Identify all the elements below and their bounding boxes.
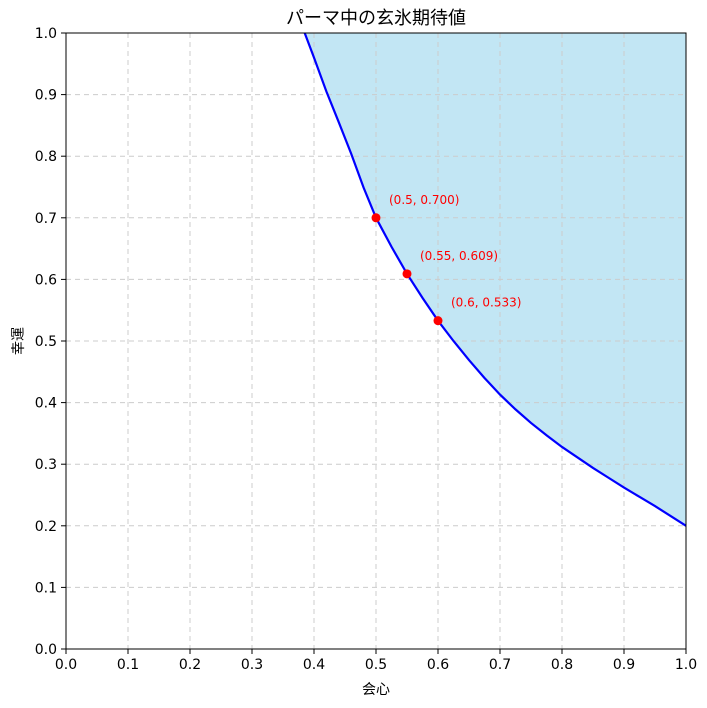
marked-point-label: (0.5, 0.700) <box>389 193 459 207</box>
x-tick-label: 0.9 <box>613 657 635 673</box>
marked-point-label: (0.55, 0.609) <box>420 249 498 263</box>
x-tick-label: 0.3 <box>241 657 263 673</box>
marked-point-label: (0.6, 0.533) <box>451 296 521 310</box>
marked-point <box>433 316 443 326</box>
x-tick-label: 0.7 <box>489 657 511 673</box>
x-tick-label: 0.1 <box>117 657 139 673</box>
y-tick-label: 0.6 <box>35 272 57 288</box>
x-tick-label: 0.6 <box>427 657 449 673</box>
threshold-curve-layer <box>303 32 687 527</box>
x-tick-label: 0.2 <box>179 657 201 673</box>
y-tick-label: 0.3 <box>35 457 57 473</box>
x-axis-label: 会心 <box>362 682 390 698</box>
marked-point <box>402 269 412 279</box>
y-tick-label: 1.0 <box>35 26 57 42</box>
y-tick-label: 0.2 <box>35 519 57 535</box>
x-tick-label: 0.5 <box>365 657 387 673</box>
y-axis-label: 幸運 <box>11 327 27 355</box>
y-axis-ticks: 0.0 0.1 0.2 0.3 0.4 0.5 0.6 0.7 0.8 0.9 1.0 <box>35 26 66 658</box>
y-tick-label: 0.9 <box>35 88 57 104</box>
marked-point <box>371 213 381 223</box>
y-tick-label: 0.8 <box>35 149 57 165</box>
y-tick-label: 0.0 <box>35 642 57 658</box>
x-tick-label: 0.0 <box>55 657 77 673</box>
y-tick-label: 0.7 <box>35 211 57 227</box>
x-tick-label: 0.4 <box>303 657 325 673</box>
y-tick-label: 0.4 <box>35 396 57 412</box>
y-tick-label: 0.1 <box>35 580 57 596</box>
x-tick-label: 1.0 <box>675 657 697 673</box>
marked-points-layer: (0.5, 0.700) (0.55, 0.609) (0.6, 0.533) <box>371 193 521 326</box>
y-tick-label: 0.5 <box>35 334 57 350</box>
x-tick-label: 0.8 <box>551 657 573 673</box>
chart-title: パーマ中の玄氷期待値 <box>286 8 466 29</box>
threshold-curve <box>303 32 687 527</box>
x-axis-ticks: 0.0 0.1 0.2 0.3 0.4 0.5 0.6 0.7 0.8 0.9 1.0 <box>55 649 697 673</box>
